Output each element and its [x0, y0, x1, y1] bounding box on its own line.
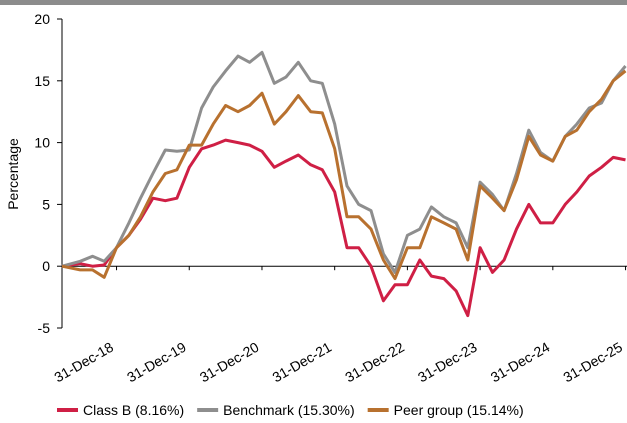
x-tick-label: 31-Dec-21 — [270, 339, 335, 386]
series-line — [61, 50, 627, 274]
y-tick-label: 5 — [42, 196, 50, 212]
legend-label: Peer group (15.14%) — [394, 402, 524, 418]
y-tick-label: 20 — [34, 11, 50, 27]
y-tick-label: -5 — [38, 320, 51, 336]
x-tick-label: 31-Dec-24 — [488, 339, 553, 386]
x-tick-label: 31-Dec-23 — [415, 339, 480, 386]
legend-label: Benchmark (15.30%) — [223, 402, 355, 418]
y-tick-label: 10 — [34, 135, 50, 151]
series-line — [61, 69, 627, 281]
series-line — [61, 138, 626, 318]
top-bar — [0, 0, 627, 5]
x-tick-label: 31-Dec-18 — [51, 339, 116, 386]
x-tick-label: 31-Dec-25 — [560, 339, 625, 386]
y-tick-label: 0 — [42, 258, 50, 274]
x-tick-label: 31-Dec-22 — [342, 339, 407, 386]
y-axis-label: Percentage — [5, 138, 21, 210]
x-tick-label: 31-Dec-20 — [197, 339, 262, 386]
x-tick-label: 31-Dec-19 — [124, 339, 189, 386]
legend-label: Class B (8.16%) — [83, 402, 184, 418]
y-tick-label: 15 — [34, 73, 50, 89]
